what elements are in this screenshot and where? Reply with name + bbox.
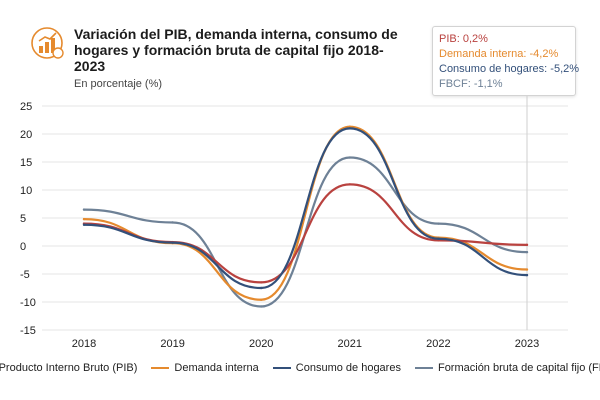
legend-label-consumo: Consumo de hogares: [295, 362, 401, 374]
data-point-fbcf: [437, 222, 440, 225]
data-point-consumo: [437, 237, 440, 240]
y-tick-label: 5: [20, 213, 26, 225]
data-point-fbcf: [82, 208, 86, 211]
data-tooltip: PIB: 0,2% Demanda interna: -4,2% Consumo…: [432, 26, 580, 96]
legend-label-fbcf: Formación bruta de capital fijo (FBCF): [437, 362, 600, 374]
data-point-fbcf: [525, 250, 529, 254]
legend-swatch-consumo: [272, 367, 291, 369]
legend-item-fbcf[interactable]: Formación bruta de capital fijo (FBCF): [414, 362, 600, 374]
tooltip-fbcf: FBCF: -1,1%: [439, 78, 503, 90]
y-tick-label: -5: [20, 269, 30, 281]
y-tick-label: 15: [20, 157, 32, 169]
data-point-fbcf: [260, 305, 263, 308]
y-tick-label: 0: [20, 241, 26, 253]
data-point-demanda: [82, 217, 86, 221]
data-point-consumo: [260, 286, 263, 290]
chart-subtitle: En porcentaje (%): [74, 78, 163, 90]
data-point-consumo: [82, 223, 86, 226]
data-point-pib: [348, 183, 351, 186]
y-tick-label: -10: [20, 297, 36, 309]
tooltip-consumo: Consumo de hogares: -5,2%: [439, 63, 580, 75]
y-tick-label: 20: [20, 129, 32, 141]
tooltip-demanda: Demanda interna: -4,2%: [439, 48, 559, 60]
tooltip-pib: PIB: 0,2%: [439, 33, 488, 45]
y-tick-label: -15: [20, 325, 36, 337]
data-point-demanda: [260, 298, 263, 301]
x-tick-label: 2020: [249, 338, 273, 350]
legend-item-pib[interactable]: Producto Interno Bruto (PIB): [0, 362, 137, 374]
y-tick-label: 25: [20, 101, 32, 113]
data-point-demanda: [525, 268, 529, 271]
x-tick-label: 2021: [338, 338, 362, 350]
legend-swatch-demanda: [151, 367, 170, 369]
chart-legend: Producto Interno Bruto (PIB) Demanda int…: [0, 362, 600, 374]
data-point-pib: [525, 243, 529, 247]
data-point-fbcf: [171, 221, 174, 224]
series-line-pib: [82, 183, 529, 284]
data-point-pib: [260, 281, 263, 284]
data-point-consumo: [525, 273, 529, 277]
legend-label-pib: Producto Interno Bruto (PIB): [0, 362, 138, 374]
x-tick-label: 2023: [515, 338, 539, 350]
x-tick-label: 2022: [426, 338, 450, 350]
legend-swatch-fbcf: [414, 367, 433, 369]
legend-item-demanda[interactable]: Demanda interna: [151, 362, 259, 374]
data-point-consumo: [171, 241, 174, 244]
y-tick-label: 10: [20, 185, 32, 197]
x-tick-label: 2019: [160, 338, 184, 350]
series-line-consumo: [82, 127, 529, 290]
chart-title: Variación del PIB, demanda interna, cons…: [74, 26, 398, 74]
economy-icon: [31, 27, 64, 59]
legend-label-demanda: Demanda interna: [174, 362, 259, 374]
x-tick-label: 2018: [72, 338, 96, 350]
data-point-fbcf: [348, 156, 351, 159]
legend-item-consumo[interactable]: Consumo de hogares: [272, 362, 401, 374]
data-point-consumo: [348, 127, 351, 130]
chart-header: Variación del PIB, demanda interna, cons…: [30, 26, 414, 90]
